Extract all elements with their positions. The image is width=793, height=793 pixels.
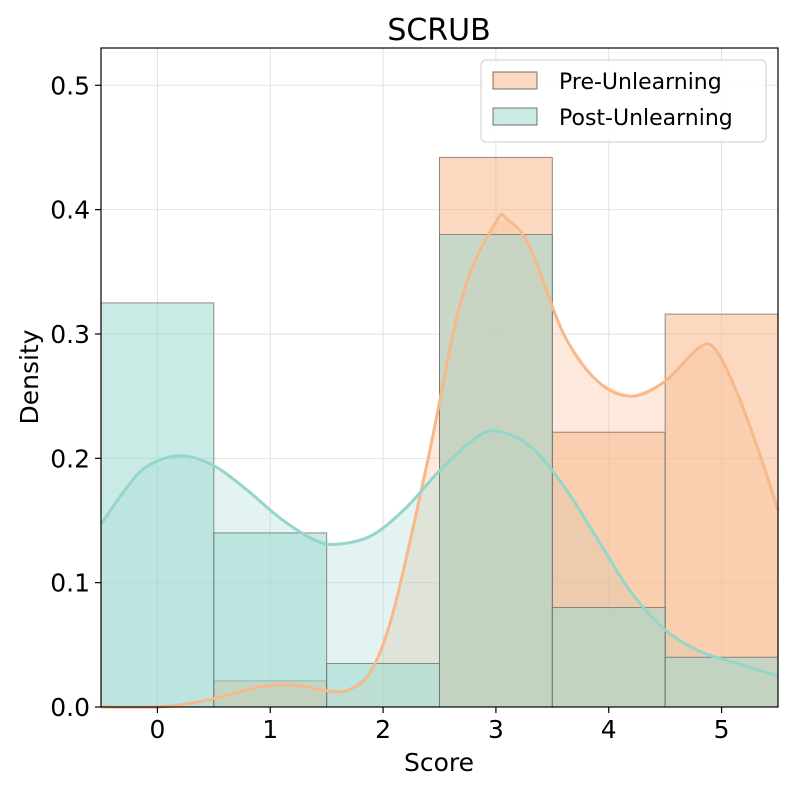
plot-frame [100,47,779,708]
bar-series-1 [439,234,553,708]
legend-swatch [492,71,538,90]
x-axis-label: Score [404,748,474,777]
axis-ticks: 0 1 2 3 4 5 0.0 0.1 0.2 0.3 0.4 0.5 [50,71,729,744]
y-tick-label: 0.1 [50,569,90,598]
kde-lines [99,212,780,709]
bar-series-1 [100,302,215,708]
y-tick-label: 0.5 [50,71,90,100]
bar-series-1 [664,656,779,708]
x-tick-label: 3 [488,715,504,744]
legend-box [480,59,767,143]
bar-series-1 [551,607,666,708]
bar-series-1 [213,532,328,708]
x-tick-label: 5 [714,715,730,744]
x-tick-label: 1 [262,715,278,744]
chart-title: SCRUB [387,13,490,48]
legend-swatch [492,107,538,126]
y-tick-label: 0.2 [50,444,90,473]
y-tick-label: 0.3 [50,320,90,349]
x-tick-label: 4 [601,715,617,744]
kde-line-series-1 [99,429,779,678]
legend-label: Post-Unlearning [559,106,733,131]
bar-series-0 [664,313,779,708]
y-tick-label: 0.4 [50,196,90,225]
y-tick-label: 0.0 [50,693,90,722]
x-tick-label: 2 [375,715,391,744]
legend: Pre-Unlearning Post-Unlearning [480,59,767,143]
kde-line-series-0 [100,212,780,709]
y-axis-label: Density [15,329,44,424]
x-tick-label: 0 [149,715,165,744]
bar-series-1 [326,662,440,708]
legend-label: Pre-Unlearning [559,70,722,95]
histogram-bars [100,156,779,708]
